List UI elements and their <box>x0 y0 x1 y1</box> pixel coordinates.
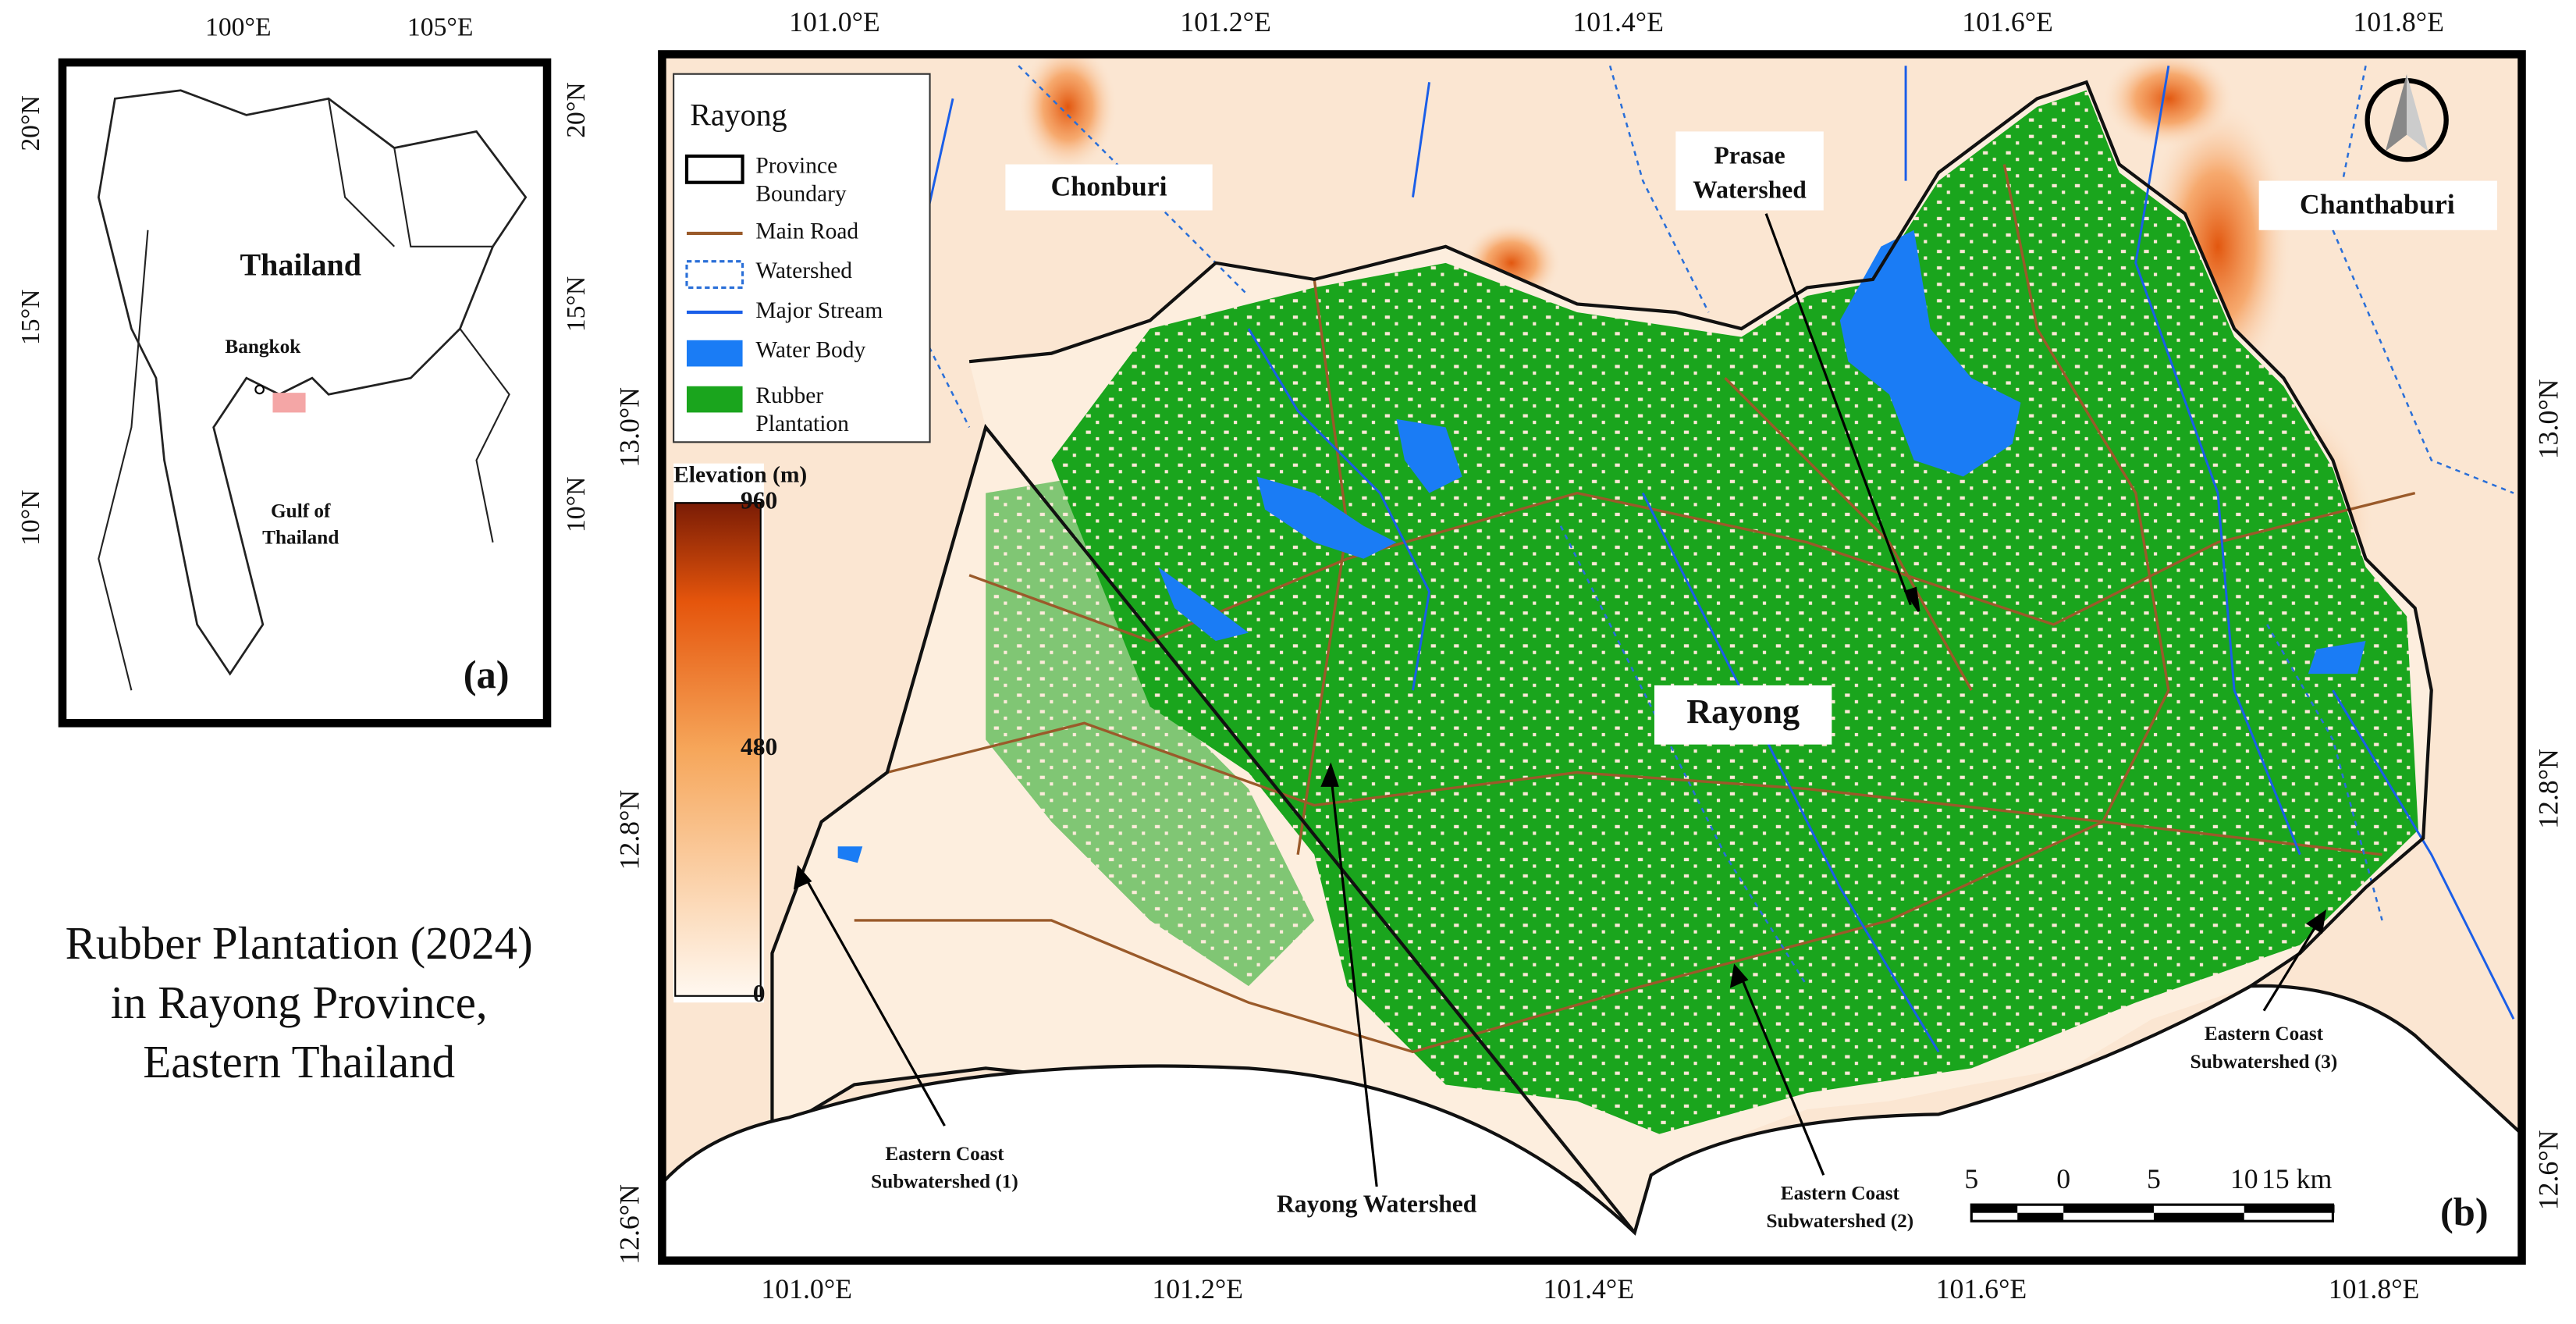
lat-label: 20°N <box>562 82 591 137</box>
colorbar-label: 480 <box>741 733 777 760</box>
lat-label: 10°N <box>562 477 591 532</box>
panel-label: (b) <box>2440 1190 2489 1233</box>
colorbar-ticks: 0 480 960 <box>741 486 777 1007</box>
lat-label: 13.0°N <box>614 387 645 468</box>
lat-label: 12.6°N <box>2533 1130 2564 1210</box>
legend-label: Watershed <box>755 258 852 283</box>
borders <box>98 98 510 691</box>
hill <box>2102 54 2235 148</box>
colorbar <box>674 502 762 997</box>
thailand-outline <box>97 89 528 676</box>
legend-label: Main Road <box>755 219 858 244</box>
label-box <box>2258 180 2497 230</box>
legend-label: Boundary <box>755 181 846 206</box>
study-area <box>272 393 306 413</box>
place: Eastern Coast <box>2205 1023 2324 1045</box>
lon-label: 101.2°E <box>1180 6 1271 37</box>
legend <box>673 73 931 443</box>
legend-label: Water Body <box>755 337 865 362</box>
colorbar-label: 0 <box>753 980 766 1007</box>
coordinate-labels: 101.0°E 101.2°E 101.4°E 101.6°E 101.8°E 101.0… <box>614 6 2564 1304</box>
lon-label: 101.0°E <box>761 1273 852 1304</box>
lat-label: 10°N <box>16 489 45 545</box>
lat-label: 20°N <box>16 95 45 151</box>
legend-symbol <box>684 154 744 184</box>
label-box <box>440 646 533 709</box>
place: Thailand <box>240 247 361 282</box>
colorbar-title: Elevation (m) <box>673 462 807 487</box>
lat-label: 12.8°N <box>614 790 645 870</box>
lat-label: 15°N <box>562 276 591 332</box>
scale-label: 10 <box>2230 1163 2258 1194</box>
rubber-plantation <box>986 476 1315 987</box>
legend-label: Rubber <box>755 383 823 408</box>
legend-symbol <box>686 386 743 413</box>
place: Watershed <box>1693 176 1807 204</box>
legend-label: Province <box>755 154 837 179</box>
lon-label: 105°E <box>407 13 474 42</box>
scale-bar: 5 0 5 10 15 km <box>1964 1163 2335 1223</box>
place: Bangkok <box>225 336 300 358</box>
lon-label: 101.2°E <box>1152 1273 1243 1304</box>
label-box <box>1005 164 1213 211</box>
place: Thailand <box>262 526 339 548</box>
place: Subwatershed (1) <box>871 1171 1018 1193</box>
title: Rubber Plantation (2024) <box>66 917 533 969</box>
legend-symbol <box>685 260 744 290</box>
scale-label: 5 <box>2147 1163 2161 1194</box>
title: Eastern Thailand <box>143 1036 455 1087</box>
lat-label: 12.8°N <box>2533 749 2564 829</box>
arrows <box>793 213 2327 1187</box>
place: Eastern Coast <box>1781 1182 1900 1204</box>
place: Prasae <box>1714 141 1785 169</box>
lon-label: 101.8°E <box>2353 6 2444 37</box>
rubber-plantation <box>1051 90 2418 1134</box>
place: Chanthaburi <box>2300 188 2455 219</box>
watersheds <box>853 65 2514 987</box>
legend-label: Major Stream <box>755 298 883 323</box>
lon-label: 101.4°E <box>1572 6 1664 37</box>
title: in Rayong Province, <box>111 977 488 1028</box>
place: Subwatershed (2) <box>1767 1210 1914 1232</box>
hill <box>1018 54 1117 173</box>
scale-label: 15 km <box>2262 1163 2333 1194</box>
colorbar-label: 960 <box>741 486 777 514</box>
streams <box>918 65 2515 1053</box>
lon-label: 101.4°E <box>1543 1273 1634 1304</box>
legend-label: Plantation <box>755 411 849 436</box>
bangkok-dot <box>254 384 265 395</box>
legend-symbol <box>686 340 743 367</box>
water-bodies <box>837 230 2366 863</box>
lat-label: 12.6°N <box>614 1184 645 1265</box>
lon-label: 101.6°E <box>1936 1273 2027 1304</box>
lat-labels: 20°N 20°N 15°N 15°N 10°N 10°N <box>16 82 591 546</box>
lon-label: 101.6°E <box>1962 6 2053 37</box>
place: Gulf of <box>271 500 331 522</box>
north-arrow <box>2365 73 2449 162</box>
lon-label: 101.8°E <box>2329 1273 2420 1304</box>
lon-label: 100°E <box>205 13 272 42</box>
place: Rayong Watershed <box>1277 1191 1477 1218</box>
place: Eastern Coast <box>885 1143 1004 1165</box>
lat-label: 13.0°N <box>2533 379 2564 459</box>
panel-b-map <box>662 54 2522 1261</box>
panel-label: (a) <box>464 653 510 696</box>
label-box <box>1654 685 1832 745</box>
legend-title: Rayong <box>690 98 787 133</box>
lat-label: 15°N <box>16 290 45 345</box>
frame <box>658 50 2526 1265</box>
lon-label: 101.0°E <box>789 6 880 37</box>
scale-label: 5 <box>1964 1163 1978 1194</box>
place: Rayong <box>1686 692 1800 731</box>
label-box <box>2418 1183 2510 1246</box>
place: Subwatershed (3) <box>2190 1051 2338 1073</box>
label-box <box>1675 131 1824 211</box>
panel-a: Thailand Bangkok Gulf of Thailand (a) 10… <box>58 13 552 728</box>
scale-label: 0 <box>2056 1163 2070 1194</box>
place: Chonburi <box>1050 170 1167 201</box>
